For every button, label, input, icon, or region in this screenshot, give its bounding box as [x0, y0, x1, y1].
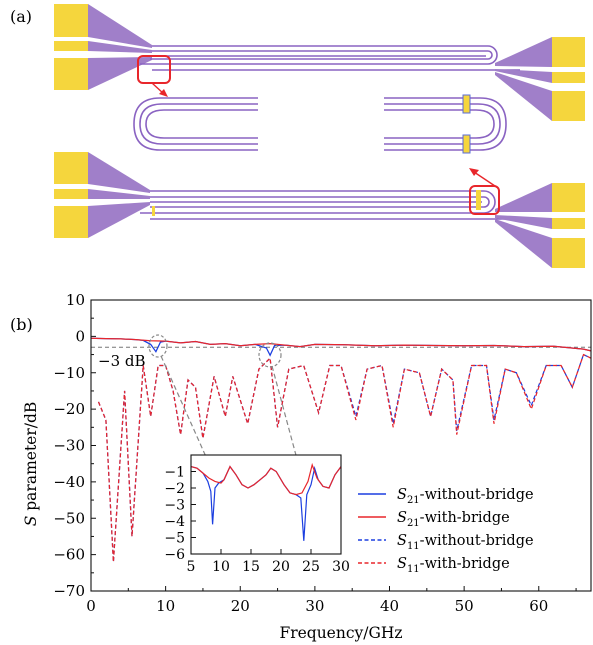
x-tick-label: 25: [302, 559, 320, 575]
legend-label: S11-without-bridge: [397, 533, 534, 552]
air-bridge: [476, 190, 481, 210]
x-tick-label: 20: [272, 559, 290, 575]
device-top: [54, 4, 585, 121]
y-tick-label: −30: [53, 437, 85, 455]
taper: [495, 219, 552, 268]
y-tick-label: 0: [75, 327, 85, 345]
contact-pad: [54, 4, 88, 37]
taper: [495, 69, 552, 83]
x-tick-label: 20: [231, 597, 250, 615]
y-tick-label: −4: [164, 514, 185, 530]
taper: [495, 183, 552, 212]
x-tick-label: 10: [212, 559, 230, 575]
contact-pad: [54, 189, 88, 199]
y-tick-label: −2: [164, 481, 185, 497]
y-tick-label: −6: [164, 547, 185, 563]
panel-a: (a): [10, 4, 585, 268]
legend-label: S11-with-bridge: [397, 556, 510, 575]
contact-pad: [552, 37, 585, 67]
y-tick-label: 10: [66, 291, 85, 309]
air-bridge: [462, 94, 471, 114]
contact-pad: [54, 152, 88, 184]
x-tick-label: 5: [187, 559, 196, 575]
taper: [88, 57, 152, 90]
contact-pad: [552, 183, 585, 212]
highlight-box: [137, 55, 171, 84]
zoom-arrow: [151, 82, 168, 97]
annotation-3db: −3 dB: [98, 352, 146, 370]
legend-label: S21-with-bridge: [397, 510, 510, 529]
zoom-connector: [271, 365, 298, 460]
air-bridge: [152, 206, 155, 216]
taper: [495, 37, 552, 67]
panel-a-label: (a): [10, 7, 32, 26]
contact-pad: [54, 41, 88, 51]
contact-pad: [552, 238, 585, 268]
bend-zoom-right: [384, 94, 507, 154]
y-tick-label: −3: [164, 498, 185, 514]
taper: [88, 41, 152, 53]
taper: [495, 215, 552, 229]
contact-pad: [552, 72, 585, 83]
taper: [88, 152, 150, 193]
transmission-line: [140, 190, 520, 220]
contact-pad: [552, 218, 585, 229]
series-s21-with-bridge: [90, 337, 592, 352]
air-bridge: [462, 134, 471, 154]
y-tick-label: −1: [164, 465, 185, 481]
taper: [88, 202, 150, 238]
transmission-line: [140, 45, 520, 71]
contact-pad: [552, 91, 585, 121]
bend-zoom-left: [133, 97, 258, 151]
taper: [88, 4, 152, 48]
x-tick-label: 0: [86, 597, 96, 615]
legend: S21-without-bridge S21-with-bridge S11-wit…: [358, 487, 534, 575]
y-tick-label: −70: [53, 582, 85, 600]
contact-pad: [54, 206, 88, 238]
series-s11-with-bridge: [97, 353, 592, 562]
svg-text:S parameter/dB: S parameter/dB: [22, 402, 40, 527]
highlight-box: [469, 185, 500, 215]
legend-label: S21-without-bridge: [397, 487, 534, 506]
y-tick-label: −50: [53, 509, 85, 527]
y-tick-label: −60: [53, 546, 85, 564]
y-tick-label: −40: [53, 473, 85, 491]
taper: [88, 189, 150, 199]
x-tick-label: 30: [332, 559, 350, 575]
x-tick-label: 60: [529, 597, 548, 615]
x-tick-label: 40: [380, 597, 399, 615]
y-tick-label: −5: [164, 531, 185, 547]
zoom-marker: [148, 334, 168, 358]
contact-pad: [54, 58, 88, 90]
x-tick-label: 15: [242, 559, 260, 575]
inset-plot: 5 10 15 20 25 30 −1−2−3−4−5−6: [164, 454, 350, 575]
panel-b: (b) 0 10 20 30 40 50 60 10 0 −10 −20 −30 −40 −50 −60 −7…: [10, 291, 592, 642]
y-tick-label: −10: [53, 364, 85, 382]
panel-b-label: (b): [10, 315, 33, 334]
y-tick-label: −20: [53, 400, 85, 418]
x-tick-label: 30: [305, 597, 324, 615]
device-bottom: [54, 152, 585, 268]
x-tick-label: 50: [455, 597, 474, 615]
series-s21-with-bridge: [190, 462, 342, 496]
zoom-marker: [258, 342, 282, 368]
main-plot: 0 10 20 30 40 50 60 10 0 −10 −20 −30 −40 −50 −60 −70: [53, 291, 592, 615]
taper: [495, 72, 552, 121]
y-axis-label: S parameter/dB: [22, 402, 40, 527]
x-axis-label: Frequency/GHz: [279, 624, 402, 642]
zoom-connector: [160, 355, 208, 460]
x-tick-label: 10: [156, 597, 175, 615]
